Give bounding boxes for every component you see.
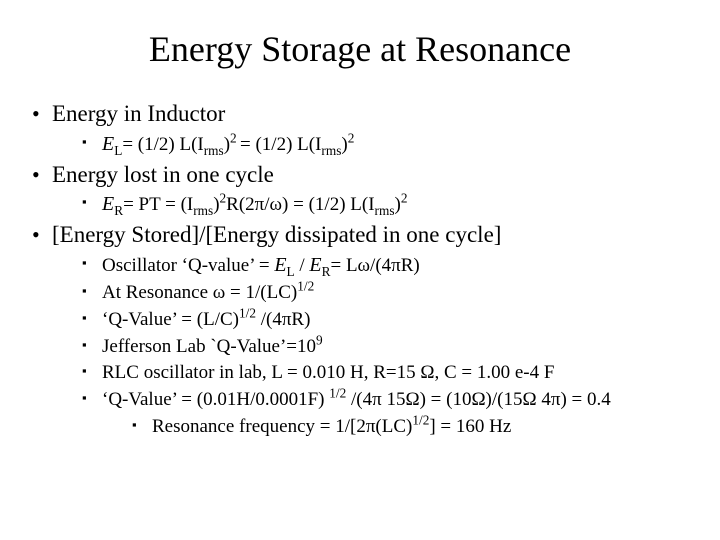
slide: Energy Storage at Resonance Energy in In…	[0, 0, 720, 540]
text-jlab-q: Jefferson Lab `Q-Value’=109	[82, 335, 690, 359]
sub-list: Oscillator ‘Q-value’ = EL / ER= Lω/(4πR)…	[52, 253, 690, 438]
bullet-list: Energy in Inductor EL= (1/2) L(Irms)2 = …	[30, 100, 690, 439]
sub-sub-list: Resonance frequency = 1/[2π(LC)1/2] = 16…	[102, 415, 690, 439]
bullet-energy-lost: Energy lost in one cycle ER= PT = (Irms)…	[30, 161, 690, 218]
formula-q-numeric: ‘Q-Value’ = (0.01H/0.0001F) 1/2 /(4π 15Ω…	[82, 388, 690, 439]
bullet-energy-ratio: [Energy Stored]/[Energy dissipated in on…	[30, 221, 690, 438]
formula-er: ER= PT = (Irms)2R(2π/ω) = (1/2) L(Irms)2	[82, 192, 690, 217]
slide-title: Energy Storage at Resonance	[30, 28, 690, 70]
formula-resonance-freq: Resonance frequency = 1/[2π(LC)1/2] = 16…	[132, 415, 690, 439]
formula-q-lc: ‘Q-Value’ = (L/C)1/2 /(4πR)	[82, 308, 690, 332]
sub-list: ER= PT = (Irms)2R(2π/ω) = (1/2) L(Irms)2	[52, 192, 690, 217]
text-rlc-values: RLC oscillator in lab, L = 0.010 H, R=15…	[82, 361, 690, 385]
bullet-text: [Energy Stored]/[Energy dissipated in on…	[52, 222, 501, 247]
sub-list: EL= (1/2) L(Irms)2 = (1/2) L(Irms)2	[52, 132, 690, 157]
bullet-energy-inductor: Energy in Inductor EL= (1/2) L(Irms)2 = …	[30, 100, 690, 157]
bullet-text: Energy in Inductor	[52, 101, 225, 126]
formula-q-numeric-text: ‘Q-Value’ = (0.01H/0.0001F) 1/2 /(4π 15Ω…	[102, 389, 611, 410]
formula-q-def: Oscillator ‘Q-value’ = EL / ER= Lω/(4πR)	[82, 253, 690, 278]
formula-resonance-omega: At Resonance ω = 1/(LC)1/2	[82, 281, 690, 305]
bullet-text: Energy lost in one cycle	[52, 162, 274, 187]
formula-el: EL= (1/2) L(Irms)2 = (1/2) L(Irms)2	[82, 132, 690, 157]
